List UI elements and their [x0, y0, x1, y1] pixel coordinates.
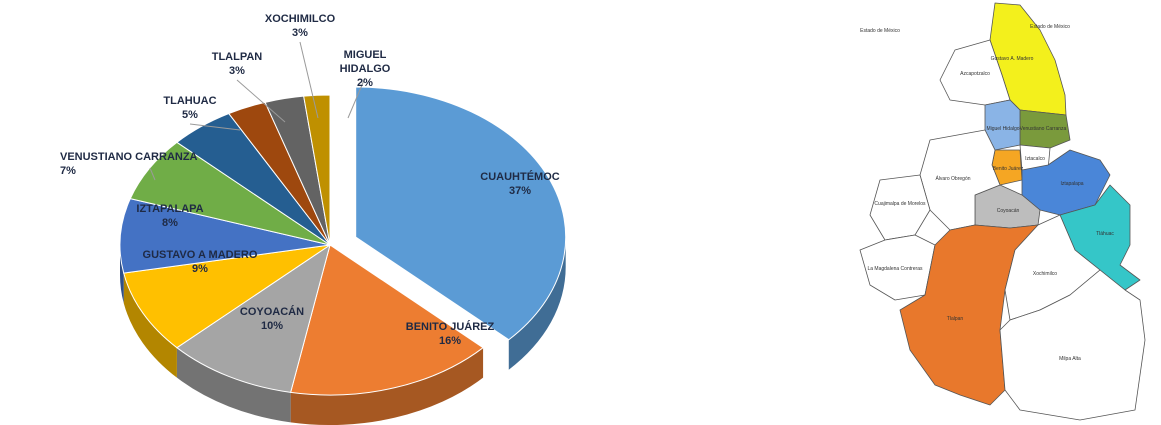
pie-label-percent: 3%	[292, 27, 308, 39]
pie-label-name: TLAHUAC	[163, 95, 216, 107]
map-label-alvaro-obregon: Álvaro Obregón	[935, 175, 970, 182]
map-label-iztacalco: Iztacalco	[1025, 156, 1045, 162]
pie-label-percent: 9%	[192, 263, 208, 275]
map-region-cuajimalpa	[869, 174, 931, 241]
pie-slice-side	[508, 237, 566, 370]
pie-leader-line	[347, 77, 366, 119]
pie-label-name: GUSTAVO A MADERO	[143, 249, 258, 261]
map-label-miguel-hidalgo: Miguel Hidalgo	[986, 126, 1019, 132]
pie-label-percent: 5%	[182, 109, 198, 121]
pie-slice-miguel-hidalgo	[303, 94, 331, 246]
pie-label-percent: 16%	[439, 335, 461, 347]
pie-label-name: HIDALGO	[340, 63, 391, 75]
pie-slice-side	[290, 347, 484, 425]
map-label-iztapalapa: Iztapalapa	[1060, 181, 1083, 187]
pie-label-name: IZTAPALAPA	[136, 203, 203, 215]
pie-label-name: TLALPAN	[212, 51, 263, 63]
pie-leader-line	[236, 79, 286, 123]
map-label-cuajimalpa: Cuajimalpa de Morelos	[874, 201, 926, 207]
pie-label-name: XOCHIMILCO	[265, 13, 336, 25]
pie-label-name: BENITO JUÁREZ	[406, 320, 495, 333]
pie-label-name: CUAUHTÉMOC	[480, 170, 559, 183]
map-label-magdalena-contreras: La Magdalena Contreras	[867, 266, 923, 272]
pie-label-name: VENUSTIANO CARRANZA	[60, 151, 198, 163]
map-label-tlahuac: Tláhuac	[1096, 231, 1114, 237]
map-label-estado-de-mexico-east: Estado de México	[1030, 24, 1070, 30]
map-label-estado-de-mexico-west: Estado de México	[860, 28, 900, 34]
pie-label-percent: 7%	[60, 165, 76, 177]
pie-slice-cuauht-moc	[355, 86, 567, 341]
map-region-milpa-alta	[999, 269, 1146, 421]
pie-slice-gustavo-a-madero	[123, 244, 331, 349]
pie-leader-line	[299, 41, 319, 119]
map-label-milpa-alta: Milpa Alta	[1059, 356, 1081, 362]
pie-label-percent: 10%	[261, 320, 283, 332]
pie-label-percent: 8%	[162, 217, 178, 229]
pie-label-name: COYOACÁN	[240, 305, 304, 318]
pie-slice-side	[123, 273, 177, 378]
pie-label-percent: 37%	[509, 185, 531, 197]
map-label-azcapotzalco: Azcapotzalco	[960, 71, 990, 77]
map-label-venustiano-carranza: Venustiano Carranza	[1020, 126, 1067, 132]
pie-slices	[119, 86, 567, 396]
pie-slice-benito-ju-rez	[290, 244, 484, 396]
map-label-gustavo-a-madero: Gustavo A. Madero	[991, 56, 1034, 62]
pie-label-percent: 3%	[229, 65, 245, 77]
pie-label-percent: 2%	[357, 77, 373, 89]
map-label-coyoacan: Coyoacán	[997, 208, 1020, 214]
pie-leader-lines	[149, 41, 366, 181]
map-label-xochimilco: Xochimilco	[1033, 271, 1057, 277]
pie-labels: CUAUHTÉMOC 37% BENITO JUÁREZ 16% COYOACÁN 10%…	[60, 13, 560, 347]
map-label-benito-juarez: Benito Juárez	[993, 166, 1024, 172]
pie-leader-line	[149, 167, 156, 181]
pie-slice-iztapalapa	[119, 198, 331, 274]
pie-leader-line	[189, 123, 241, 131]
pie-label-name: MIGUEL	[344, 49, 387, 61]
map-label-tlalpan: Tlalpan	[947, 316, 964, 322]
pie-slice-coyoac-n	[176, 243, 331, 393]
